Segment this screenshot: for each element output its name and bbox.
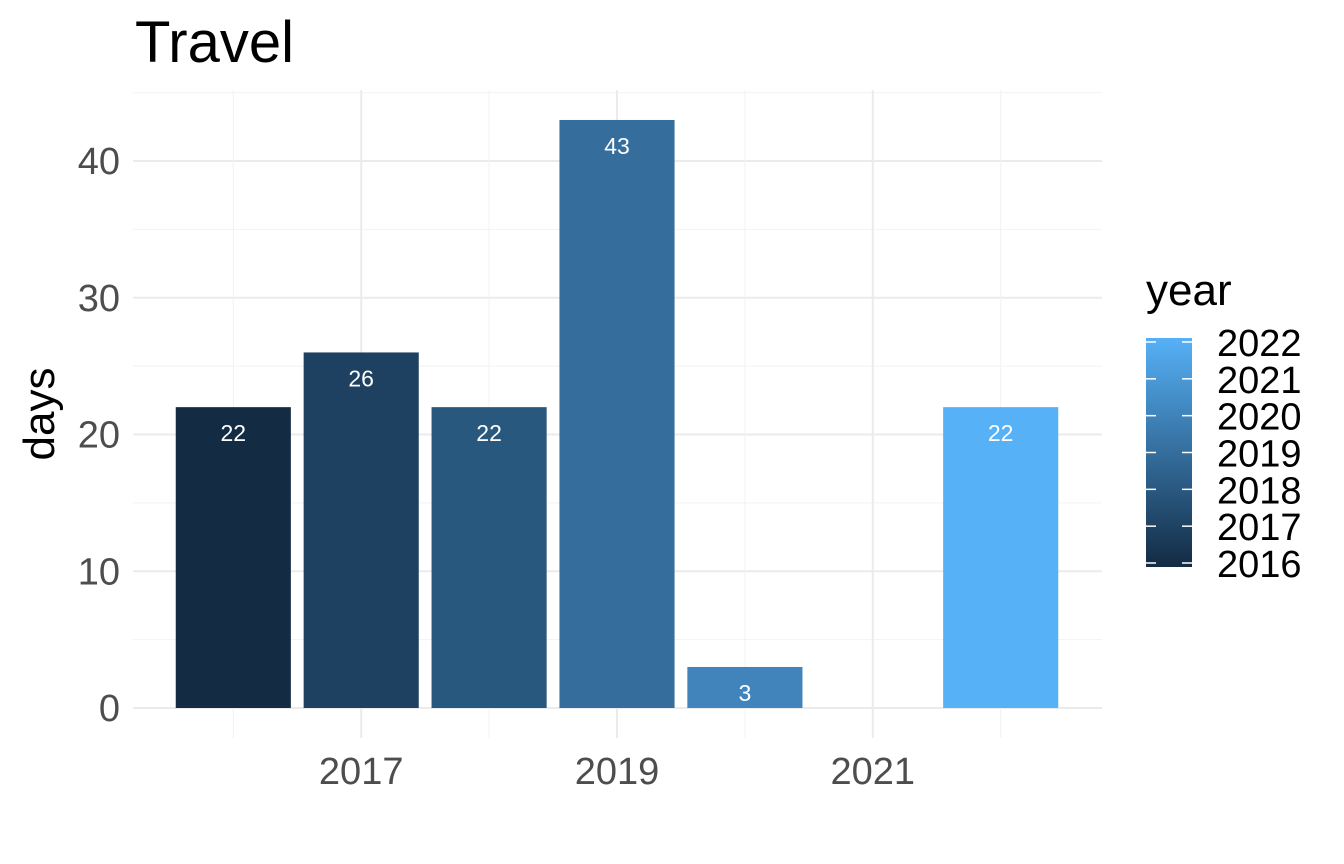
bar-label-2022: 22 bbox=[988, 420, 1014, 446]
y-tick-label: 10 bbox=[78, 551, 120, 593]
chart-title: Travel bbox=[135, 10, 294, 75]
y-tick-label: 40 bbox=[78, 141, 120, 183]
bar-label-2016: 22 bbox=[221, 420, 247, 446]
legend-label-2017: 2017 bbox=[1217, 507, 1302, 549]
y-axis-ticks: 0 10 20 30 40 bbox=[78, 141, 120, 730]
bar-label-2019: 43 bbox=[604, 133, 630, 159]
x-tick-label: 2019 bbox=[575, 751, 660, 793]
bar-label-2017: 26 bbox=[348, 365, 374, 391]
x-tick-label: 2017 bbox=[319, 751, 404, 793]
legend-label-2016: 2016 bbox=[1217, 544, 1302, 586]
legend-colorbar-ticks bbox=[1146, 341, 1192, 564]
legend-label-2022: 2022 bbox=[1217, 323, 1302, 365]
bar-2017 bbox=[303, 352, 419, 708]
bar-2016 bbox=[175, 407, 291, 708]
bar-2022 bbox=[943, 407, 1059, 708]
bar-2019 bbox=[559, 119, 675, 709]
y-tick-label: 0 bbox=[99, 688, 120, 730]
bars bbox=[175, 119, 1059, 709]
bar-label-2020: 3 bbox=[739, 680, 752, 706]
bar-data-labels: 22 26 22 43 3 22 bbox=[221, 133, 1014, 706]
x-axis-ticks: 2017 2019 2021 bbox=[319, 751, 915, 793]
legend-label-2018: 2018 bbox=[1217, 470, 1302, 512]
legend-label-2020: 2020 bbox=[1217, 397, 1302, 439]
x-tick-label: 2021 bbox=[831, 751, 916, 793]
plot-area: 22 26 22 43 3 22 bbox=[133, 90, 1102, 738]
y-tick-label: 30 bbox=[78, 278, 120, 320]
bar-label-2018: 22 bbox=[476, 420, 502, 446]
legend-title: year bbox=[1146, 266, 1232, 315]
legend-label-2019: 2019 bbox=[1217, 434, 1302, 476]
legend-label-2021: 2021 bbox=[1217, 360, 1302, 402]
bar-2020 bbox=[687, 666, 803, 708]
y-tick-label: 20 bbox=[78, 415, 120, 457]
bar-2018 bbox=[431, 407, 547, 708]
y-axis-title: days bbox=[15, 368, 64, 461]
